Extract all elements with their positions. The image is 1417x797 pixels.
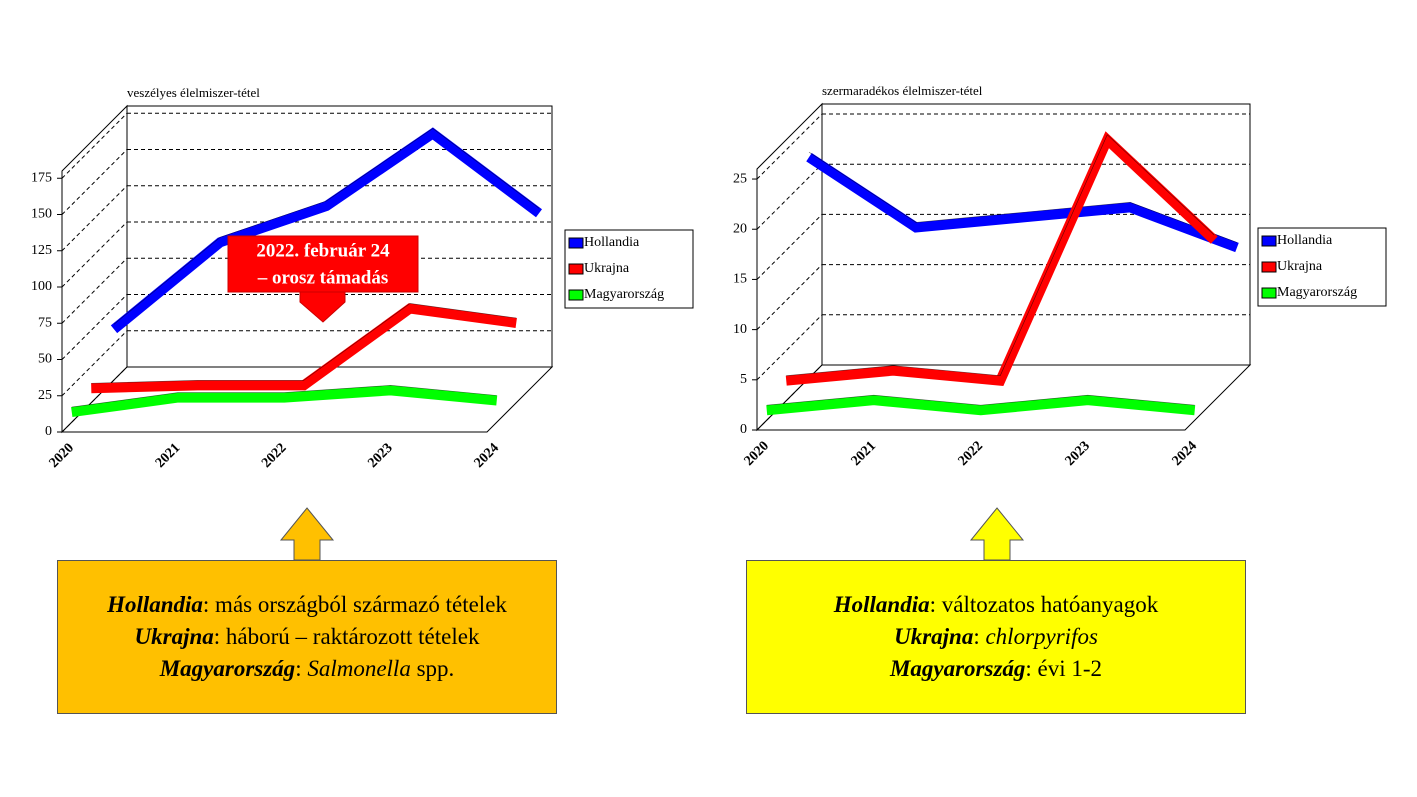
caption-line: Ukrajna: háború – raktározott tételek xyxy=(135,621,480,653)
x-tick-label: 2020 xyxy=(47,441,77,471)
series-edge xyxy=(808,151,1238,243)
y-tick-label: 0 xyxy=(45,424,52,439)
legend-swatch xyxy=(568,237,584,249)
y-tick-label: 25 xyxy=(38,388,52,403)
series-ribbon xyxy=(91,303,517,394)
series-edge xyxy=(91,303,517,384)
annotation-text: 2022. február 24 xyxy=(256,240,390,261)
caption-text: : xyxy=(973,624,986,649)
legend-box xyxy=(564,229,694,309)
grid-line xyxy=(756,264,823,330)
caption-line: Magyarország: évi 1-2 xyxy=(890,653,1102,685)
grid-line xyxy=(756,364,823,431)
caption-text: Hollandia xyxy=(107,592,203,617)
caption-line: Magyarország: Salmonella spp. xyxy=(160,653,455,685)
y-tick-label: 150 xyxy=(31,207,52,222)
grid-line xyxy=(61,221,128,288)
grid-line xyxy=(756,314,823,381)
grid-line xyxy=(61,294,128,360)
arrow-up xyxy=(279,507,335,561)
caption-box: Hollandia: más országból származó tétele… xyxy=(57,560,557,714)
y-tick-label: 10 xyxy=(733,322,747,337)
annotation: 2022. február 24 – orosz támadás xyxy=(227,235,419,323)
legend-box xyxy=(1257,227,1387,307)
y-tick-label: 175 xyxy=(31,170,52,185)
series-ribbon xyxy=(785,131,1218,386)
legend-swatch xyxy=(1261,261,1277,273)
caption-text: Magyarország xyxy=(159,656,296,681)
legend-swatch xyxy=(568,289,584,301)
series-ribbon xyxy=(766,395,1196,416)
x-tick-label: 2021 xyxy=(153,441,183,471)
caption-text: : változatos hatóanyagok xyxy=(929,592,1159,617)
x-tick-label: 2021 xyxy=(849,439,879,469)
caption-text: Ukrajna xyxy=(134,624,214,649)
x-tick-label: 2023 xyxy=(365,441,395,471)
series-edge xyxy=(766,394,1195,406)
caption-line: Hollandia: változatos hatóanyagok xyxy=(834,589,1159,621)
grid-line xyxy=(61,330,128,397)
caption-line: Ukrajna: chlorpyrifos xyxy=(894,621,1098,653)
series-ribbon xyxy=(806,152,1239,253)
legend-label: Magyarország xyxy=(1277,285,1357,300)
caption-text: Magyarország xyxy=(889,656,1026,681)
grid-line xyxy=(61,112,128,179)
x-tick-label: 2024 xyxy=(472,441,502,471)
series-edge xyxy=(113,128,540,325)
y-tick-label: 5 xyxy=(740,372,747,387)
chart-title: szermaradékos élelmiszer-tétel xyxy=(822,83,983,98)
y-tick-label: 50 xyxy=(38,352,52,367)
legend-label: Magyarország xyxy=(584,287,664,302)
caption-box: Hollandia: változatos hatóanyagok Ukrajna… xyxy=(746,560,1246,714)
grid-line xyxy=(756,214,823,280)
legend-label: Ukrajna xyxy=(584,261,630,276)
grid-line xyxy=(61,149,128,215)
caption-text: Hollandia xyxy=(833,592,930,617)
grid-line xyxy=(756,163,823,230)
y-tick-label: 125 xyxy=(31,243,52,258)
legend-label: Ukrajna xyxy=(1277,259,1323,274)
legend-label: Hollandia xyxy=(584,235,640,250)
arrow-up xyxy=(969,507,1025,561)
x-tick-label: 2020 xyxy=(742,439,772,469)
x-tick-label: 2022 xyxy=(259,441,289,471)
caption-text: chlorpyrifos xyxy=(985,624,1098,649)
caption-text: : más országból származó tételek xyxy=(202,592,507,617)
caption-text: : xyxy=(295,656,308,681)
x-tick-label: 2024 xyxy=(1170,439,1200,469)
y-tick-label: 75 xyxy=(38,315,52,330)
series-edge xyxy=(786,134,1215,376)
back-wall xyxy=(821,103,1251,366)
series-edge xyxy=(71,385,497,408)
legend-label: Hollandia xyxy=(1277,233,1333,248)
grid-line xyxy=(756,113,823,180)
y-tick-label: 15 xyxy=(733,272,747,287)
chart-title: veszélyes élelmiszer-tétel xyxy=(127,85,260,100)
chart-layer: veszélyes élelmiszer-tétel02550751001251… xyxy=(31,83,1387,471)
x-tick-label: 2023 xyxy=(1063,439,1093,469)
annotation-text: – orosz támadás xyxy=(257,267,389,288)
caption-text: Salmonella xyxy=(307,656,411,681)
y-tick-label: 0 xyxy=(740,422,747,437)
y-tick-label: 20 xyxy=(733,221,747,236)
caption-text: : háború – raktározott tételek xyxy=(213,624,480,649)
legend-swatch xyxy=(568,263,584,275)
caption-line: Hollandia: más országból származó tétele… xyxy=(107,589,507,621)
series-ribbon xyxy=(110,127,543,334)
x-tick-label: 2022 xyxy=(956,439,986,469)
grid-line xyxy=(61,257,128,324)
caption-text: : évi 1-2 xyxy=(1025,656,1103,681)
legend-swatch xyxy=(1261,235,1277,247)
legend-swatch xyxy=(1261,287,1277,299)
annotation-box xyxy=(227,235,419,293)
series-ribbon xyxy=(71,385,498,418)
y-tick-label: 25 xyxy=(733,171,747,186)
caption-text: Ukrajna xyxy=(894,624,974,649)
grid-line xyxy=(61,366,128,433)
grid-line xyxy=(61,185,128,252)
y-tick-label: 100 xyxy=(31,279,52,294)
caption-text: spp. xyxy=(410,656,455,681)
